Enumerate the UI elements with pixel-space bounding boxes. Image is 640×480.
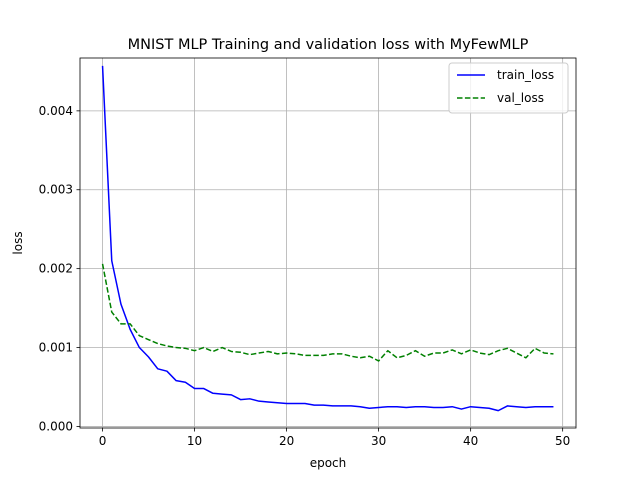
x-axis-label: epoch (310, 456, 347, 470)
y-tick-label: 0.004 (39, 104, 73, 118)
plot-frame (79, 57, 577, 429)
legend-label-train-loss: train_loss (497, 68, 554, 82)
axis-ticks: 0 10 20 30 40 50 0.000 0.001 0.002 0.003 0.004 (39, 104, 571, 448)
y-tick-label: 0.002 (39, 262, 73, 276)
y-axis-label: loss (11, 231, 25, 254)
y-tick-label: 0.001 (39, 341, 73, 355)
x-tick-label: 50 (555, 434, 570, 448)
legend-label-val-loss: val_loss (497, 91, 544, 105)
x-tick-label: 20 (279, 434, 294, 448)
y-tick-label: 0.003 (39, 183, 73, 197)
y-tick-label: 0.000 (39, 419, 73, 433)
x-tick-label: 40 (463, 434, 478, 448)
x-tick-label: 10 (187, 434, 202, 448)
x-tick-label: 0 (99, 434, 107, 448)
series-line-val-loss (101, 263, 554, 362)
chart-title: MNIST MLP Training and validation loss w… (128, 37, 529, 53)
series-line-train-loss (101, 65, 554, 412)
x-tick-label: 30 (371, 434, 386, 448)
legend: train_loss val_loss (448, 62, 569, 114)
series-lines (101, 65, 554, 412)
